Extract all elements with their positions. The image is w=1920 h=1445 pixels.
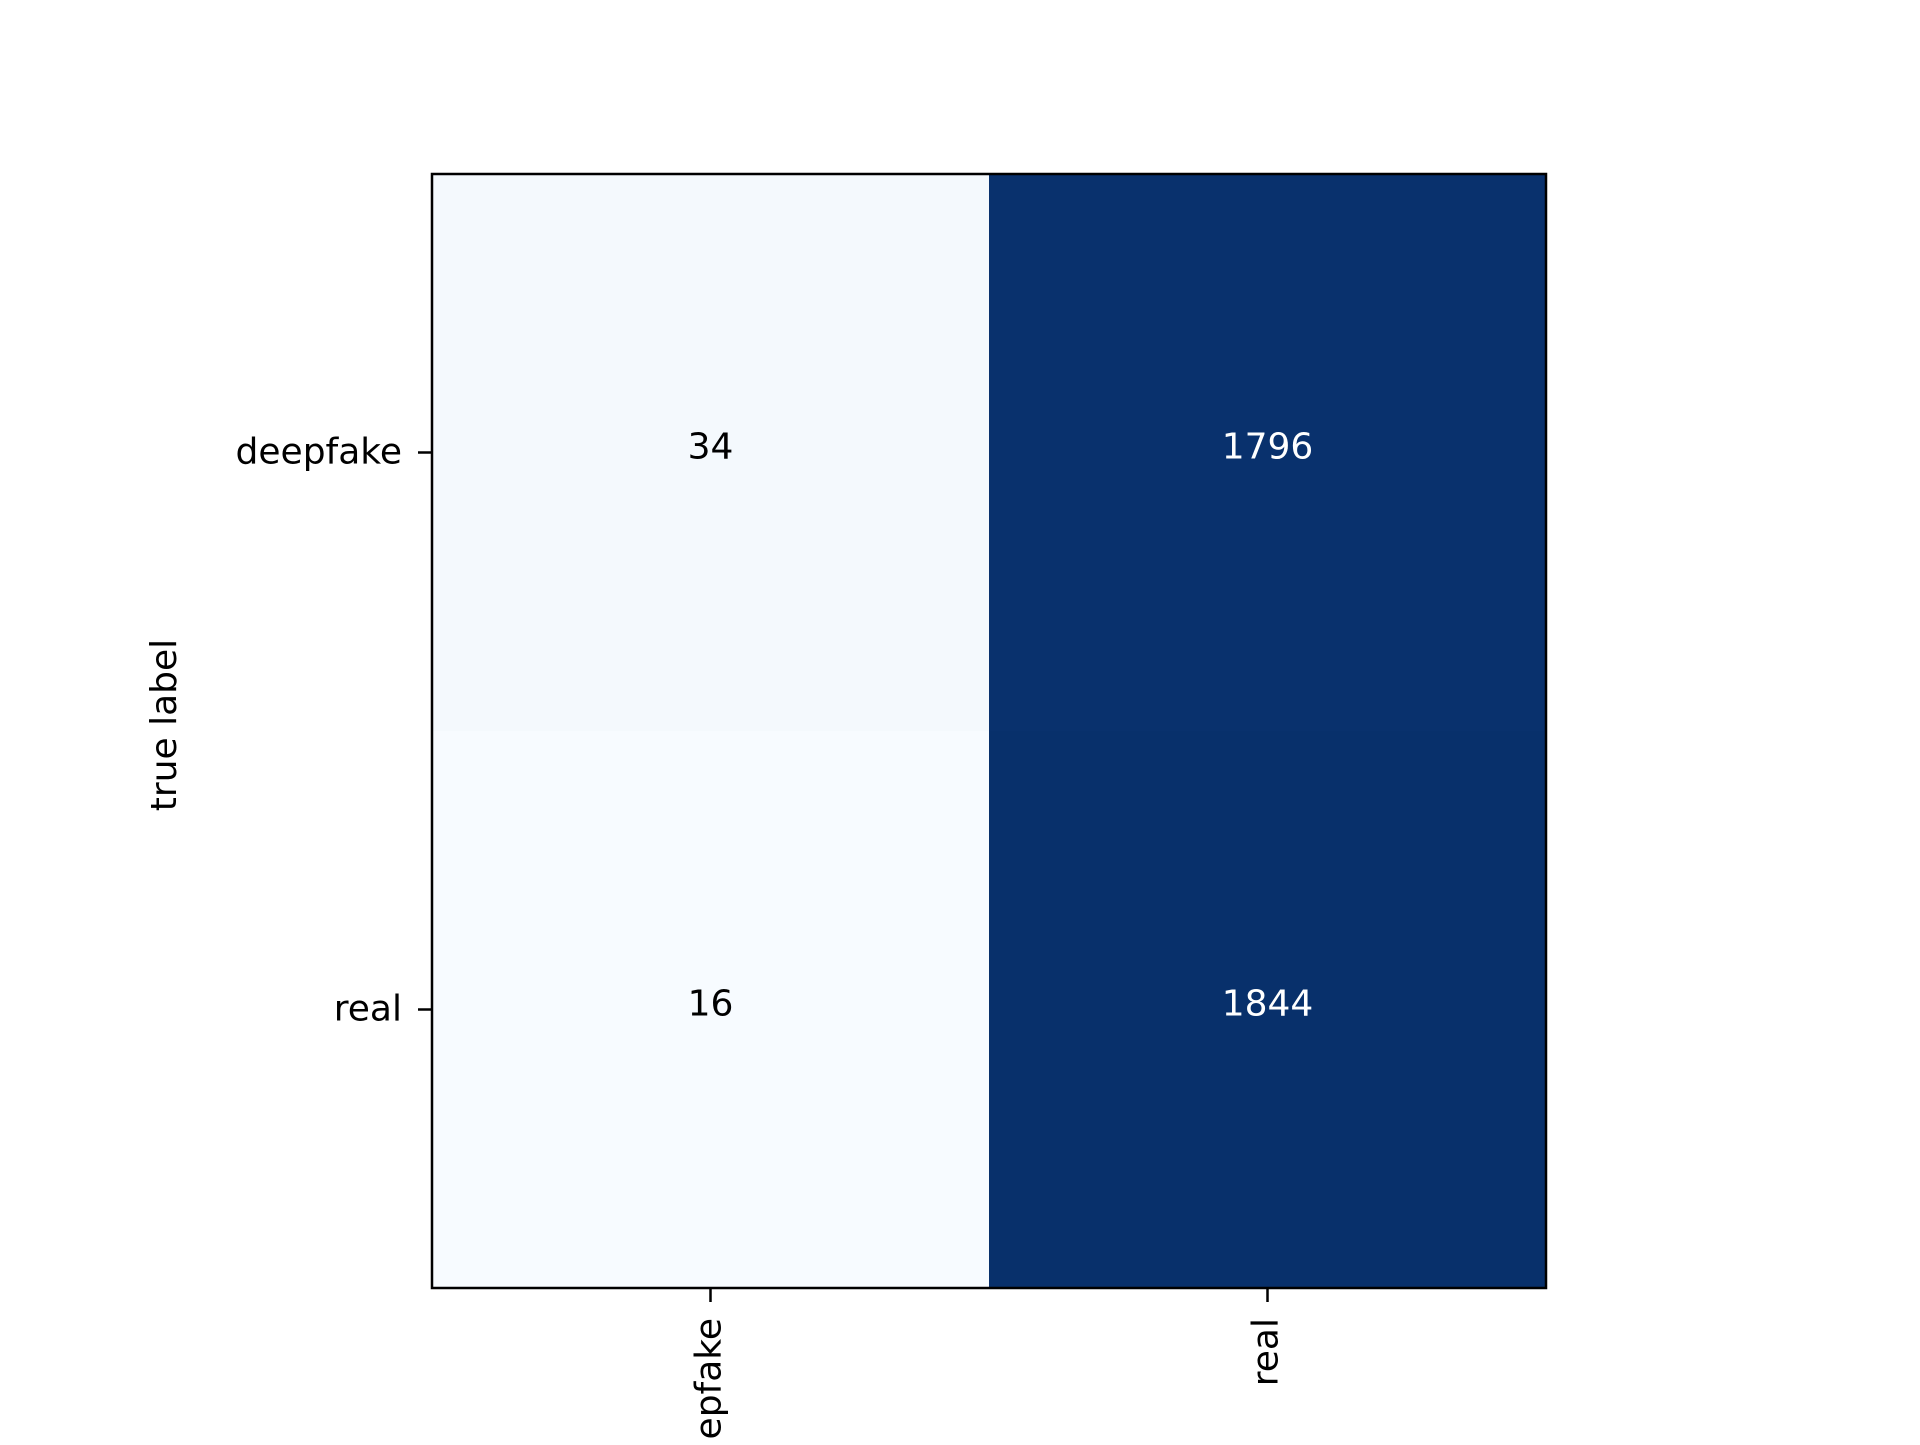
cell-value-real-deepfake: 16 bbox=[688, 984, 734, 1025]
heatmap-cell-real-real bbox=[989, 731, 1547, 1289]
cell-value-deepfake-deepfake: 34 bbox=[688, 427, 734, 468]
cell-value-deepfake-real: 1796 bbox=[1222, 427, 1314, 468]
axis-ticks: deepfake real deepfake real bbox=[236, 432, 1287, 1445]
y-tick-label-real: real bbox=[334, 989, 402, 1030]
plot-frame bbox=[430, 172, 1548, 1290]
y-tick-label-deepfake: deepfake bbox=[236, 432, 402, 473]
x-tick-label-real: real bbox=[1246, 1318, 1287, 1386]
x-tick-label-deepfake: deepfake bbox=[689, 1318, 730, 1440]
y-axis-title: true label bbox=[144, 639, 185, 811]
cell-value-real-real: 1844 bbox=[1222, 984, 1314, 1025]
cell-value-labels: 34 1796 16 1844 bbox=[688, 427, 1314, 1025]
heatmap-cells bbox=[432, 174, 1547, 1289]
heatmap-cell-real-deepfake bbox=[432, 731, 990, 1289]
heatmap-cell-deepfake-real bbox=[989, 174, 1547, 732]
heatmap-cell-deepfake-deepfake bbox=[432, 174, 990, 732]
